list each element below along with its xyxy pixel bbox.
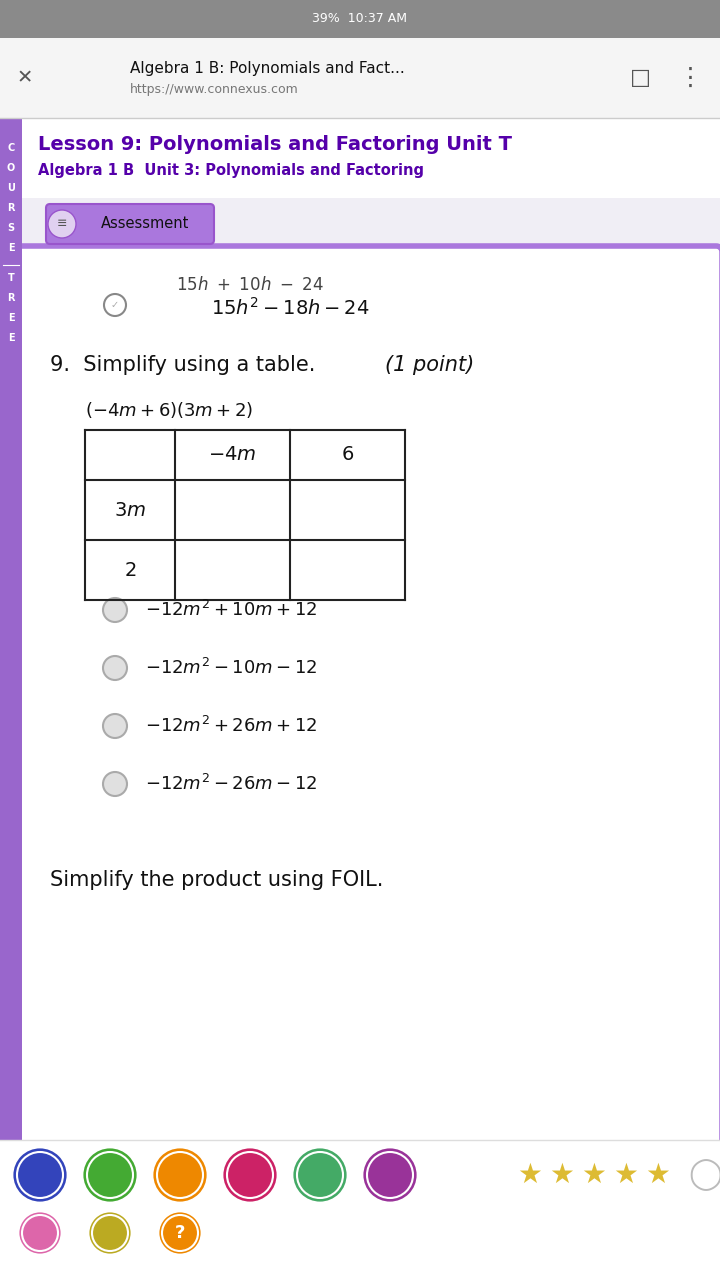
FancyBboxPatch shape: [16, 246, 720, 1148]
Circle shape: [362, 1147, 418, 1203]
Text: $-12m^2 - 10m - 12$: $-12m^2 - 10m - 12$: [145, 658, 318, 678]
Text: ✓: ✓: [111, 300, 119, 310]
Text: $15h^2 - 18h - 24$: $15h^2 - 18h - 24$: [211, 297, 369, 319]
Circle shape: [88, 1211, 132, 1254]
Text: C: C: [7, 143, 14, 154]
Bar: [22, 118, 720, 198]
Text: Algebra 1 B: Polynomials and Fact...: Algebra 1 B: Polynomials and Fact...: [130, 60, 405, 76]
Text: ★: ★: [518, 1161, 542, 1189]
Text: ★: ★: [582, 1161, 606, 1189]
Text: $-12m^2 - 26m - 12$: $-12m^2 - 26m - 12$: [145, 774, 318, 794]
Text: ≡: ≡: [57, 218, 67, 230]
Text: $6$: $6$: [341, 445, 354, 465]
Circle shape: [103, 772, 127, 796]
Text: T: T: [8, 273, 14, 283]
Text: Simplify the product using FOIL.: Simplify the product using FOIL.: [50, 870, 383, 890]
Text: O: O: [7, 163, 15, 173]
Text: ◯: ◯: [688, 1158, 720, 1190]
Text: U: U: [7, 183, 15, 193]
Bar: [0, 0, 720, 38]
Circle shape: [104, 294, 126, 316]
Bar: [0, 118, 22, 1167]
Text: Assessment: Assessment: [101, 216, 189, 232]
Circle shape: [222, 1147, 278, 1203]
Circle shape: [48, 210, 76, 238]
Text: ?: ?: [175, 1224, 185, 1242]
Circle shape: [82, 1147, 138, 1203]
Text: R: R: [7, 204, 14, 212]
Text: 9.  Simplify using a table.: 9. Simplify using a table.: [50, 355, 315, 375]
Text: 39%  10:37 AM: 39% 10:37 AM: [312, 13, 408, 26]
Text: E: E: [8, 333, 14, 343]
Text: $-12m^2 + 26m + 12$: $-12m^2 + 26m + 12$: [145, 716, 318, 736]
Circle shape: [103, 655, 127, 680]
Circle shape: [103, 598, 127, 622]
Text: S: S: [7, 223, 14, 233]
Text: ✕: ✕: [17, 69, 33, 87]
Text: (1 point): (1 point): [385, 355, 474, 375]
Text: $3m$: $3m$: [114, 500, 146, 520]
Text: $2$: $2$: [124, 561, 136, 580]
Text: $-12m^2 + 10m + 12$: $-12m^2 + 10m + 12$: [145, 600, 318, 620]
Text: ★: ★: [646, 1161, 670, 1189]
Text: https://www.connexus.com: https://www.connexus.com: [130, 83, 299, 96]
Text: ★: ★: [549, 1161, 575, 1189]
Bar: [22, 198, 720, 252]
FancyBboxPatch shape: [46, 204, 214, 244]
Text: Algebra 1 B  Unit 3: Polynomials and Factoring: Algebra 1 B Unit 3: Polynomials and Fact…: [38, 163, 424, 178]
Text: E: E: [8, 243, 14, 253]
Circle shape: [18, 1211, 62, 1254]
Circle shape: [292, 1147, 348, 1203]
Circle shape: [158, 1211, 202, 1254]
Text: □: □: [629, 68, 650, 88]
Bar: [0, 38, 720, 118]
Text: $(-4m + 6)(3m + 2)$: $(-4m + 6)(3m + 2)$: [85, 399, 253, 420]
Text: ⋮: ⋮: [678, 67, 703, 90]
Text: R: R: [7, 293, 14, 303]
Circle shape: [103, 714, 127, 739]
Text: Lesson 9: Polynomials and Factoring Unit T: Lesson 9: Polynomials and Factoring Unit…: [38, 136, 512, 155]
Circle shape: [152, 1147, 208, 1203]
Bar: [0, 1140, 720, 1280]
Text: ★: ★: [613, 1161, 639, 1189]
Text: $15h\ +\ 10h\ -\ 24$: $15h\ +\ 10h\ -\ 24$: [176, 276, 324, 294]
Text: $-4m$: $-4m$: [208, 445, 257, 465]
Circle shape: [12, 1147, 68, 1203]
Text: E: E: [8, 314, 14, 323]
